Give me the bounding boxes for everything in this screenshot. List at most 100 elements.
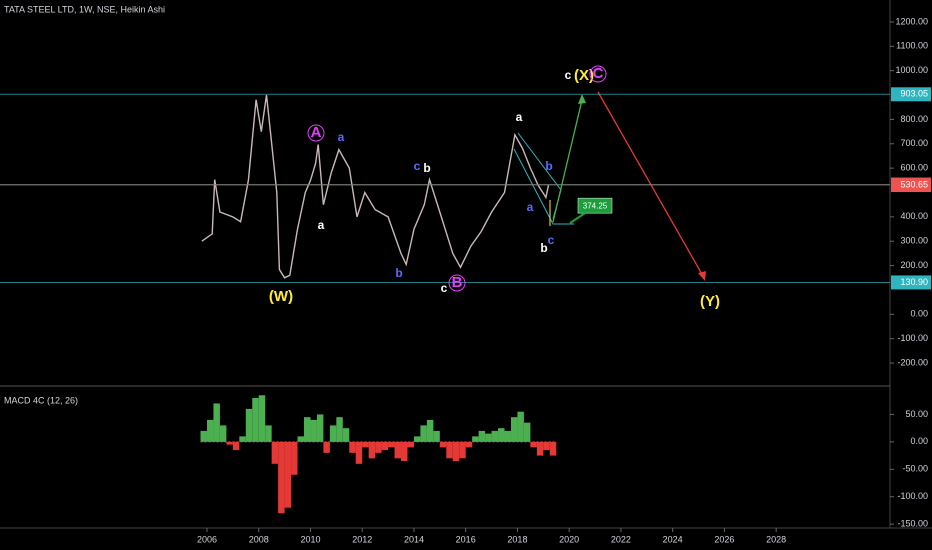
x-tick-label: 2026 [714, 534, 734, 544]
macd-bar [446, 441, 453, 459]
macd-bar [362, 441, 369, 448]
annotation: a [527, 200, 534, 214]
annotation: B [452, 274, 463, 291]
annotation-circle [448, 274, 466, 292]
y-tick-label: -100.00 [897, 333, 928, 343]
annotation: c [441, 281, 448, 295]
y-tick-label: 600.00 [900, 163, 928, 173]
macd-bar [426, 419, 434, 442]
x-tick-label: 2010 [300, 534, 320, 544]
macd-bar [375, 441, 382, 453]
macd-bar [523, 422, 531, 442]
y-tick-label: -200.00 [897, 357, 928, 367]
annotation-circle [589, 65, 607, 83]
level-tag [891, 87, 931, 102]
macd-bar [336, 417, 343, 442]
y-tick-label: 400.00 [900, 211, 928, 221]
macd-bar [498, 428, 505, 442]
annotation-circle [307, 124, 325, 142]
macd-bar [239, 436, 246, 442]
arrow-head [698, 271, 706, 281]
x-tick-label: 2008 [249, 534, 269, 544]
macd-bar [381, 441, 389, 451]
level-label: 903.05 [900, 89, 928, 99]
macd-bar [452, 441, 460, 462]
macd-bar [278, 441, 285, 514]
annotation: C [593, 65, 604, 82]
y-tick-label: 700.00 [900, 138, 928, 148]
arrow-head [578, 94, 586, 104]
y-tick-label: -150.00 [897, 519, 928, 529]
level-label: 130.90 [900, 277, 928, 287]
macd-bar [342, 428, 350, 442]
macd-bar [284, 441, 292, 508]
macd-bar [491, 430, 499, 442]
macd-bar [549, 441, 557, 456]
macd-bar [536, 441, 544, 456]
macd-bar [413, 436, 421, 442]
y-tick-label: 1100.00 [896, 41, 928, 51]
macd-bar [401, 441, 408, 462]
macd-bar [388, 441, 395, 448]
annotation: (X) [574, 67, 594, 84]
macd-title: MACD 4C (12, 26) [4, 395, 78, 405]
macd-bar [316, 414, 324, 442]
macd-bar [485, 433, 492, 442]
x-tick-label: 2006 [197, 534, 217, 544]
annotation: b [540, 241, 547, 255]
annotation: c [548, 233, 555, 247]
price-line [201, 94, 550, 279]
macd-bar [465, 441, 473, 448]
callout-pointer [569, 212, 586, 224]
macd-bar [368, 441, 376, 459]
macd-bar [219, 425, 227, 442]
annotation: b [545, 159, 552, 173]
macd-bar [407, 441, 414, 448]
annotation: a [338, 130, 345, 144]
macd-bar [232, 441, 240, 451]
macd-bar [206, 419, 214, 442]
callout-label: 374.25 [583, 201, 608, 210]
macd-bar [504, 430, 511, 442]
macd-bar [329, 425, 337, 442]
macd-bar [297, 436, 304, 442]
x-tick-label: 2018 [507, 534, 527, 544]
annotation: (W) [269, 288, 293, 305]
macd-bar [200, 430, 207, 442]
annotation: a [516, 110, 523, 124]
macd-bar [439, 441, 447, 448]
y-tick-label: -50.00 [902, 464, 928, 474]
annotation: A [311, 124, 322, 141]
macd-bar [265, 425, 272, 442]
x-tick-label: 2014 [404, 534, 424, 544]
macd-bar [543, 441, 550, 451]
projection-arrow [552, 99, 583, 223]
y-tick-label: 1000.00 [895, 65, 928, 75]
macd-bar [433, 430, 440, 442]
annotation: b [395, 266, 402, 280]
level-tag [891, 275, 931, 290]
macd-bar [310, 419, 317, 442]
annotation: a [318, 218, 325, 232]
annotation: (Y) [700, 293, 720, 310]
annotation: c [414, 159, 421, 173]
macd-bar [355, 441, 363, 464]
x-tick-label: 2022 [611, 534, 631, 544]
x-tick-label: 2016 [456, 534, 476, 544]
macd-bar [252, 397, 259, 442]
macd-bar [323, 441, 330, 453]
macd-bar [226, 441, 233, 445]
macd-bar [245, 408, 253, 442]
x-tick-label: 2024 [663, 534, 683, 544]
macd-bar [472, 436, 479, 442]
annotation: b [423, 161, 430, 175]
macd-bar [213, 403, 220, 442]
projection-arrow [597, 91, 704, 277]
level-label: 530.65 [900, 179, 928, 189]
y-tick-label: -100.00 [897, 491, 928, 501]
y-tick-label: 300.00 [900, 236, 928, 246]
macd-bar [530, 441, 537, 448]
y-tick-label: 1200.00 [895, 16, 928, 26]
